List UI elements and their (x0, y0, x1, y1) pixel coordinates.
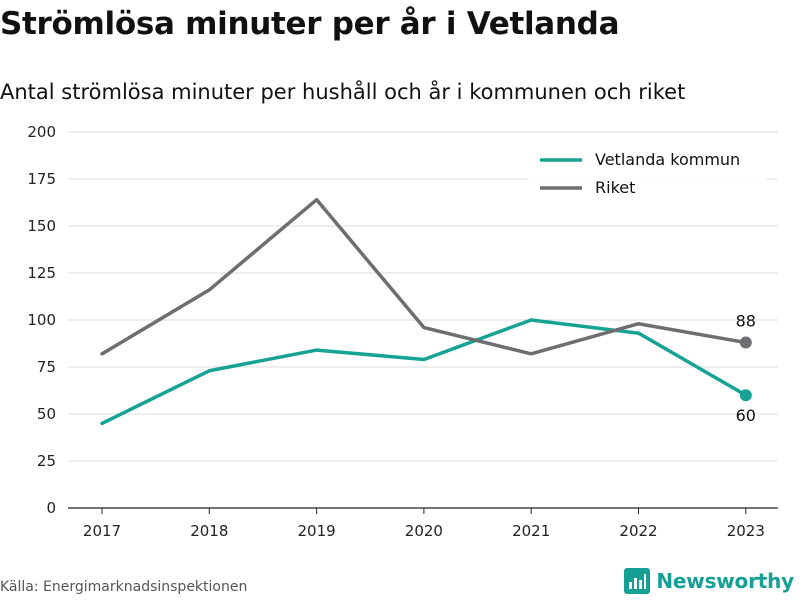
legend-label: Vetlanda kommun (595, 150, 740, 169)
x-tick-label: 2023 (727, 522, 765, 540)
legend-background (528, 143, 766, 205)
x-tick-label: 2020 (405, 522, 443, 540)
y-tick-label: 125 (27, 264, 56, 282)
newsworthy-logo-icon (624, 568, 651, 594)
end-value-label: 60 (736, 406, 756, 425)
y-tick-label: 100 (27, 311, 56, 329)
brand-logo: Newsworthy (624, 568, 794, 594)
source-note: Källa: Energimarknadsinspektionen (0, 579, 248, 595)
x-tick-label: 2018 (190, 522, 228, 540)
chart-title: Strömlösa minuter per år i Vetlanda (0, 6, 620, 42)
end-point-marker (739, 336, 752, 349)
y-axis-ticks: 0 25 50 75 100 125 150 175 200 (27, 123, 56, 517)
series-line-vetlanda (100, 318, 748, 426)
legend-label: Riket (595, 178, 635, 197)
x-tick-label: 2021 (512, 522, 550, 540)
end-point-marker (739, 389, 752, 402)
y-tick-label: 0 (46, 499, 56, 517)
brand-name: Newsworthy (656, 569, 794, 593)
y-tick-label: 175 (27, 170, 56, 188)
series-line-riket (100, 197, 748, 356)
x-tick-label: 2022 (619, 522, 657, 540)
x-axis: 2017 2018 2019 2020 2021 2022 2023 (68, 507, 778, 540)
y-tick-label: 150 (27, 217, 56, 235)
legend: Vetlanda kommun Riket (528, 143, 766, 205)
series-lines: 60 88 (100, 197, 756, 426)
y-tick-label: 50 (37, 405, 56, 423)
x-tick-label: 2019 (298, 522, 336, 540)
y-tick-label: 75 (37, 358, 56, 376)
y-tick-label: 200 (27, 123, 56, 141)
end-value-label: 88 (736, 312, 756, 331)
x-tick-label: 2017 (83, 522, 121, 540)
chart-subtitle: Antal strömlösa minuter per hushåll och … (0, 80, 686, 104)
y-tick-label: 25 (37, 452, 56, 470)
